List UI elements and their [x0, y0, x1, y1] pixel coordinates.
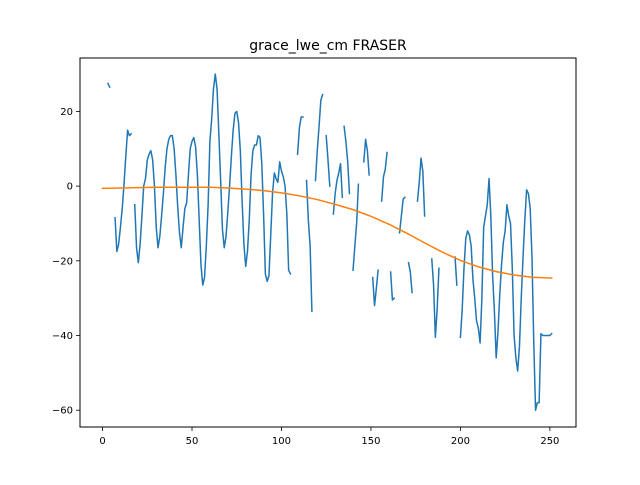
series-0-line-segment-3 — [296, 116, 304, 156]
x-tick-label: 50 — [186, 436, 199, 447]
chart-title: grace_lwe_cm FRASER — [249, 38, 407, 54]
series-0-line-segment-1 — [114, 129, 133, 253]
series-0-line-segment-18 — [454, 256, 458, 286]
x-tick-label: 0 — [99, 436, 105, 447]
series-0-line-segment-12 — [380, 151, 388, 202]
series-0-line-segment-16 — [416, 157, 426, 217]
x-tick-label: 200 — [451, 436, 470, 447]
axis-layer: 0 50 100 150 200 250 −60 −40 −20 0 20 — [52, 107, 560, 447]
series-0-line-segment-6 — [325, 134, 331, 187]
series-0-line-segment-17 — [430, 258, 440, 339]
series-0-line-segment-2 — [133, 73, 292, 286]
x-tick-label: 250 — [540, 436, 559, 447]
y-tick-label: −20 — [52, 256, 73, 267]
y-tick-label: 20 — [60, 107, 73, 118]
series-0-line-segment-10 — [362, 138, 370, 176]
series-0-line-segment-9 — [352, 183, 360, 271]
y-tick-label: 0 — [67, 182, 73, 193]
x-tick-label: 150 — [361, 436, 380, 447]
series-0-line-segment-11 — [371, 269, 379, 307]
series-0-line-segment-5 — [314, 93, 324, 182]
y-tick-label: −60 — [52, 406, 73, 417]
y-tick-label: −40 — [52, 331, 73, 342]
series-0-line-segment-13 — [389, 271, 396, 301]
x-tick-label: 100 — [272, 436, 291, 447]
series-0-line-segment-4 — [305, 179, 313, 312]
series-0-line-segment-19 — [459, 177, 553, 411]
series-0-line-segment-7 — [332, 162, 344, 215]
plot-frame — [79, 57, 577, 428]
plot-layer — [101, 73, 553, 411]
series-1-line-segment-0 — [101, 186, 553, 279]
series-0-line-segment-8 — [343, 125, 351, 195]
series-0-line-segment-14 — [398, 196, 407, 234]
series-0-line-segment-15 — [407, 261, 413, 294]
series-0-line-segment-0 — [106, 82, 111, 89]
